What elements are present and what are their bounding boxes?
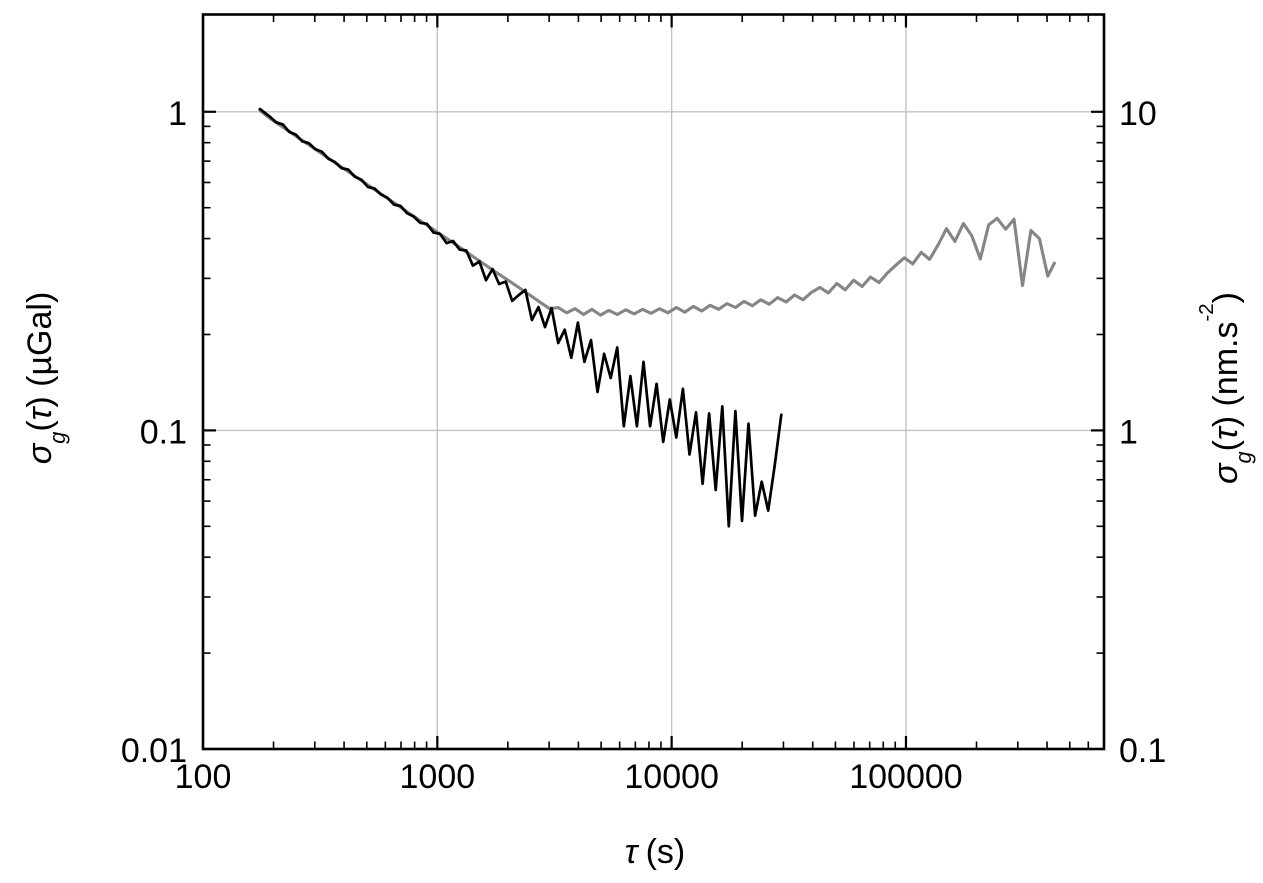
series-gray-curve — [258, 108, 1056, 317]
x-tick-label: 100 — [175, 758, 232, 796]
tau-symbol: τ — [624, 833, 638, 871]
sigma-symbol: σ — [1207, 463, 1245, 484]
x-unit-text: (s) — [645, 833, 686, 871]
tau-symbol: τ — [21, 407, 59, 421]
g-subscript: g — [44, 431, 70, 444]
y-axis-label-left: σg(τ) (µGal) — [21, 291, 70, 465]
y-left-tick-label: 1 — [168, 95, 187, 133]
y-right-tick-label: 10 — [1119, 95, 1157, 133]
x-tick-label: 10000 — [624, 758, 719, 796]
g-subscript: g — [1230, 451, 1256, 464]
y-left-tick-label: 0.01 — [121, 732, 187, 770]
tau-symbol: τ — [1207, 427, 1245, 441]
x-tick-label: 1000 — [400, 758, 476, 796]
y-left-unit-text: ) (µGal) — [21, 291, 59, 408]
x-axis-label: τ (s) — [625, 835, 686, 869]
y-right-unit-text: ) (nm.s — [1207, 321, 1245, 428]
y-right-tick-label: 0.1 — [1119, 732, 1166, 770]
close-paren: ) — [1207, 292, 1245, 304]
series-black-curve — [258, 107, 783, 528]
y-right-tick-label: 1 — [1119, 413, 1138, 451]
y-left-tick-label: 0.1 — [140, 413, 187, 451]
plot-frame — [201, 13, 1106, 751]
exponent-minus-2: -2 — [1196, 303, 1219, 322]
sigma-symbol: σ — [21, 443, 59, 465]
x-tick-label: 100000 — [849, 758, 962, 796]
open-paren: ( — [1207, 440, 1245, 452]
y-axis-label-right: σg(τ) (nm.s-2) — [1196, 292, 1255, 484]
open-paren: ( — [21, 420, 59, 432]
